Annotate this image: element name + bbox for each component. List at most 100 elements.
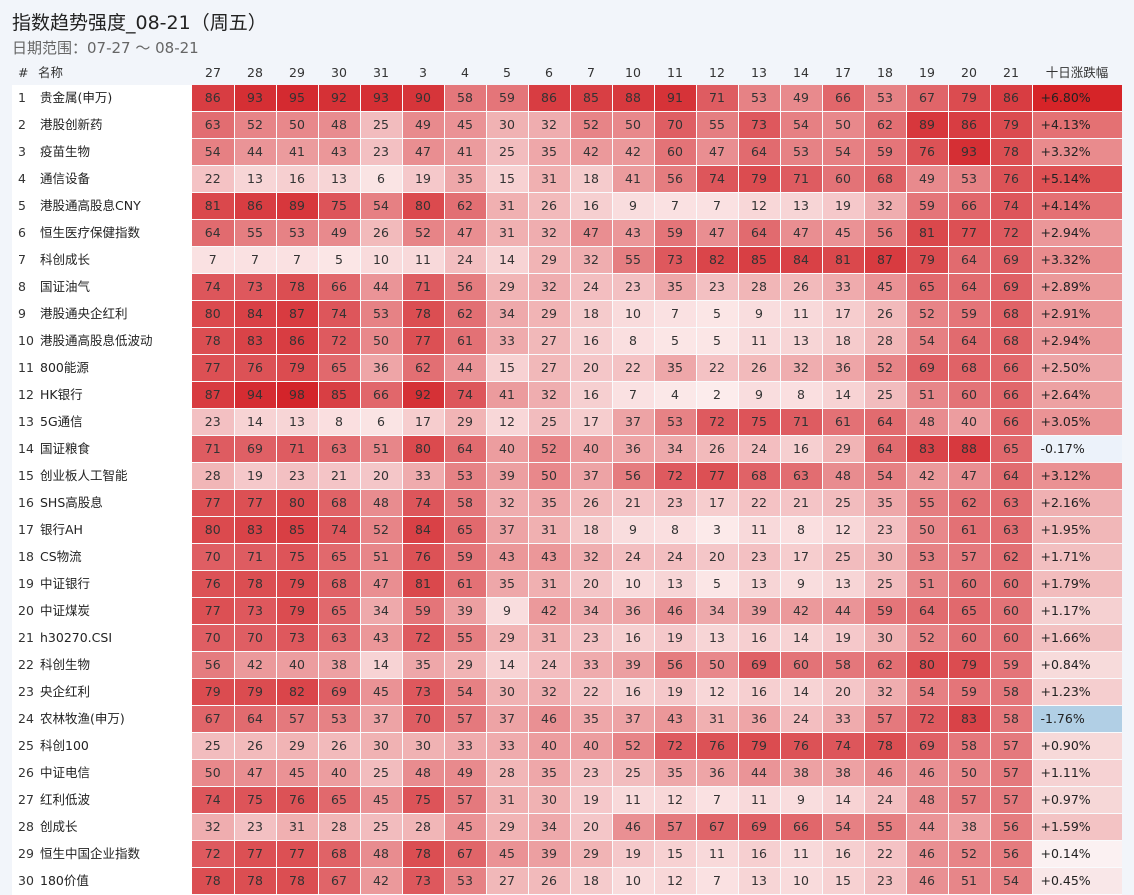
heat-cell: 25 [864, 570, 907, 598]
heat-cell: 13 [234, 165, 277, 193]
heat-cell: 65 [318, 597, 361, 625]
heat-cell: 58 [990, 678, 1033, 706]
heat-cell: 76 [192, 570, 235, 598]
heat-cell: 35 [486, 570, 529, 598]
change-cell: +2.94% [1032, 327, 1122, 355]
heat-cell: 49 [780, 85, 823, 112]
row-index: 2 [12, 111, 38, 139]
heat-cell: 42 [570, 138, 613, 166]
heat-cell: 52 [864, 354, 907, 382]
change-cell: +2.64% [1032, 381, 1122, 409]
heat-cell: 62 [444, 300, 487, 328]
heat-cell: 30 [360, 732, 403, 760]
heat-cell: 85 [570, 85, 613, 112]
heat-cell: 48 [318, 111, 361, 139]
date-header: 21 [1003, 65, 1019, 80]
table-row: 23 央企红利 79 79 82 69 45 73 54 30 32 22 16 19 12 16 14 20 32… [12, 678, 1122, 706]
heat-cell: 85 [276, 516, 319, 544]
heat-cell: 87 [192, 381, 235, 409]
heat-cell: 77 [402, 327, 445, 355]
heat-cell: 23 [864, 516, 907, 544]
heat-cell: 76 [780, 732, 823, 760]
heat-cell: 54 [906, 327, 949, 355]
heat-cell: 47 [948, 462, 991, 490]
change-cell: +4.13% [1032, 111, 1122, 139]
heat-cell: 45 [360, 678, 403, 706]
heat-cell: 76 [234, 354, 277, 382]
heat-cell: 25 [360, 759, 403, 787]
heat-cell: 28 [402, 813, 445, 841]
heat-cell: 8 [612, 327, 655, 355]
table-row: 4 通信设备 22 13 16 13 6 19 35 15 31 18 41 56 74 79 71 60 68 49… [12, 165, 1122, 193]
heat-cell: 19 [612, 840, 655, 868]
heat-cell: 35 [528, 759, 571, 787]
heat-cell: 49 [906, 165, 949, 193]
heat-cell: 35 [654, 273, 697, 301]
heat-cell: 53 [444, 462, 487, 490]
heat-cell: 14 [486, 246, 529, 274]
heat-cell: 36 [360, 354, 403, 382]
row-name: 科创生物 [38, 651, 192, 679]
heat-cell: 41 [276, 138, 319, 166]
heat-cell: 17 [780, 543, 823, 571]
heat-cell: 44 [906, 813, 949, 841]
heat-cell: 19 [570, 786, 613, 814]
heat-cell: 72 [318, 327, 361, 355]
heat-cell: 57 [444, 786, 487, 814]
table-row: 25 科创100 25 26 29 26 30 30 33 33 40 40 52 72 76 79 76 74 7… [12, 732, 1122, 760]
heat-cell: 31 [528, 624, 571, 652]
heat-cell: 35 [402, 651, 445, 679]
change-cell: +3.05% [1032, 408, 1122, 436]
heat-cell: 38 [822, 759, 865, 787]
heat-cell: 46 [906, 840, 949, 868]
heat-cell: 29 [486, 813, 529, 841]
heat-cell: 31 [528, 165, 571, 193]
heat-cell: 77 [192, 489, 235, 517]
heat-cell: 56 [444, 273, 487, 301]
row-name: 中证煤炭 [38, 597, 192, 625]
heat-cell: 25 [528, 408, 571, 436]
heat-cell: 80 [276, 489, 319, 517]
heat-cell: 64 [864, 435, 907, 463]
heat-cell: 31 [486, 219, 529, 247]
heat-cell: 6 [360, 165, 403, 193]
heat-cell: 66 [948, 192, 991, 220]
heat-cell: 9 [612, 516, 655, 544]
row-name: 贵金属(申万) [38, 85, 192, 112]
heat-cell: 72 [402, 624, 445, 652]
heat-cell: 36 [822, 354, 865, 382]
heat-cell: 64 [948, 246, 991, 274]
heat-cell: 95 [276, 85, 319, 112]
heat-cell: 13 [696, 624, 739, 652]
heat-cell: 5 [654, 327, 697, 355]
heat-cell: 67 [192, 705, 235, 733]
heat-cell: 72 [696, 408, 739, 436]
heat-cell: 22 [192, 165, 235, 193]
heat-cell: 18 [822, 327, 865, 355]
heat-cell: 36 [696, 759, 739, 787]
heat-cell: 53 [360, 300, 403, 328]
heat-cell: 54 [990, 867, 1033, 895]
heat-cell: 59 [906, 192, 949, 220]
heat-cell: 60 [822, 165, 865, 193]
heat-cell: 21 [780, 489, 823, 517]
heat-cell: 77 [276, 840, 319, 868]
change-cell: +1.71% [1032, 543, 1122, 571]
heat-cell: 68 [948, 354, 991, 382]
heat-cell: 32 [864, 192, 907, 220]
heat-cell: 53 [948, 165, 991, 193]
heat-cell: 26 [864, 300, 907, 328]
heat-cell: 79 [906, 246, 949, 274]
heat-cell: 12 [486, 408, 529, 436]
heat-cell: 13 [654, 570, 697, 598]
heat-cell: 63 [318, 624, 361, 652]
row-index: 15 [12, 462, 38, 490]
change-cell: +1.11% [1032, 759, 1122, 787]
heat-cell: 47 [696, 219, 739, 247]
heat-cell: 68 [738, 462, 781, 490]
heat-cell: 69 [738, 813, 781, 841]
row-name: 港股通高股息CNY [38, 192, 192, 220]
heat-cell: 45 [444, 111, 487, 139]
date-header: 11 [667, 65, 683, 80]
date-header: 7 [587, 65, 595, 80]
